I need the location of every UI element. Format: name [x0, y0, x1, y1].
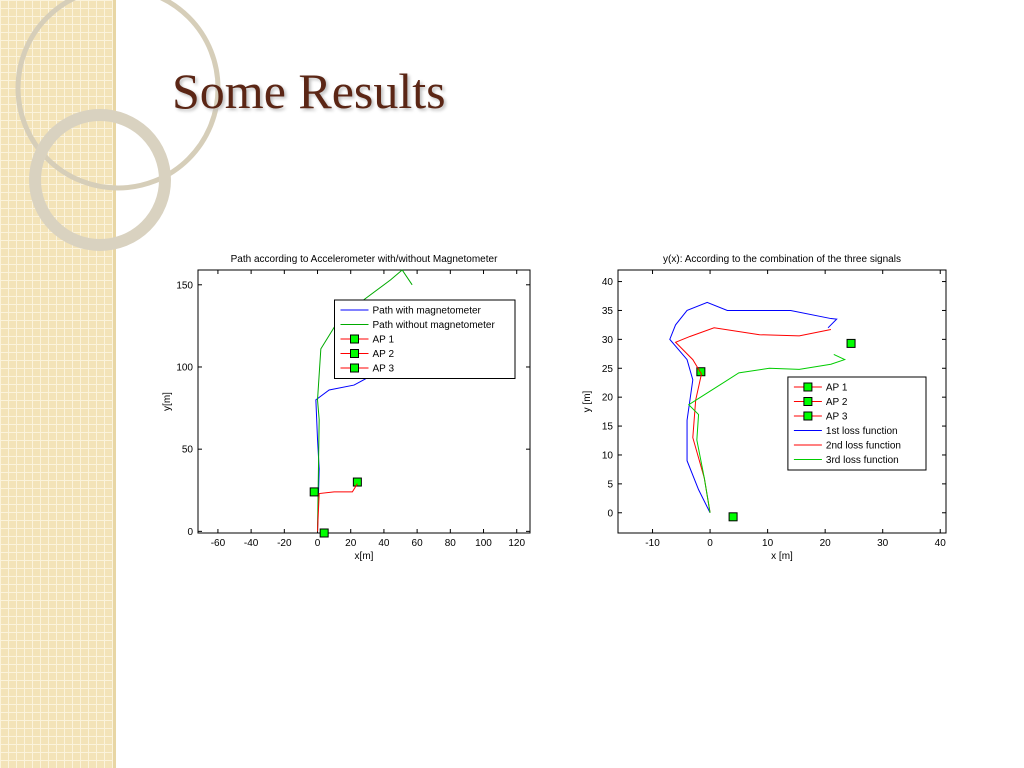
marker: [309, 487, 319, 497]
y-axis-label: y [m]: [582, 390, 593, 412]
legend-label: AP 3: [373, 364, 395, 375]
y-tick-label: 0: [187, 527, 193, 538]
x-tick-label: -60: [211, 538, 226, 549]
y-tick-label: 15: [602, 422, 614, 433]
series-line: [669, 301, 838, 513]
legend-label: 2nd loss function: [826, 441, 901, 452]
x-tick-label: 20: [345, 538, 357, 549]
legend: [787, 376, 927, 471]
y-tick-label: 25: [602, 364, 614, 375]
legend-label: AP 1: [373, 335, 395, 346]
marker: [846, 338, 856, 348]
x-tick-label: 10: [762, 538, 774, 549]
legend-label: AP 2: [826, 397, 848, 408]
x-axis-label: x [m]: [771, 551, 793, 562]
legend-marker: [803, 382, 813, 392]
x-tick-label: 40: [935, 538, 947, 549]
legend-marker: [803, 411, 813, 421]
y-tick-label: 5: [607, 479, 613, 490]
y-tick-label: 50: [182, 445, 194, 456]
marker: [352, 477, 362, 487]
legend-marker: [803, 397, 813, 406]
x-tick-label: -10: [645, 538, 660, 549]
x-tick-label: 60: [412, 538, 424, 549]
y-tick-label: 10: [602, 450, 614, 461]
legend-label: AP 1: [826, 383, 848, 394]
y-tick-label: 30: [602, 335, 614, 346]
legend-label: 1st loss function: [826, 426, 898, 437]
y-tick-label: 35: [602, 306, 614, 317]
x-tick-label: 0: [707, 538, 713, 549]
y-tick-label: 150: [176, 280, 193, 291]
marker: [319, 528, 329, 538]
y-tick-label: 100: [176, 362, 193, 373]
x-tick-label: -40: [244, 538, 259, 549]
marker: [728, 512, 738, 522]
x-tick-label: 20: [820, 538, 832, 549]
series-line: [317, 483, 358, 532]
chart-title: Path according to Accelerometer with/wit…: [231, 254, 498, 265]
y-tick-label: 0: [607, 508, 613, 519]
y-tick-label: 20: [602, 393, 614, 404]
x-tick-label: 0: [315, 538, 321, 549]
x-tick-label: 30: [877, 538, 889, 549]
x-tick-label: 120: [508, 538, 525, 549]
legend-label: Path without magnetometer: [373, 320, 496, 331]
series-line: [687, 353, 847, 513]
series-line: [674, 327, 832, 513]
legend-marker: [350, 363, 359, 373]
y-tick-label: 40: [602, 277, 614, 288]
legend-marker: [350, 349, 359, 358]
slide-title: Some Results: [172, 63, 446, 119]
legend-label: AP 2: [373, 349, 395, 360]
x-tick-label: 100: [475, 538, 492, 549]
x-tick-label: 40: [378, 538, 390, 549]
x-tick-label: 80: [445, 538, 457, 549]
x-axis-label: x[m]: [355, 551, 374, 562]
chart-title: y(x): According to the combination of th…: [663, 254, 901, 265]
legend-marker: [350, 334, 359, 344]
legend-label: AP 3: [826, 412, 848, 423]
y-axis-label: y[m]: [162, 392, 173, 411]
legend-label: Path with magnetometer: [373, 306, 482, 317]
x-tick-label: -20: [277, 538, 292, 549]
legend-label: 3rd loss function: [826, 455, 899, 466]
